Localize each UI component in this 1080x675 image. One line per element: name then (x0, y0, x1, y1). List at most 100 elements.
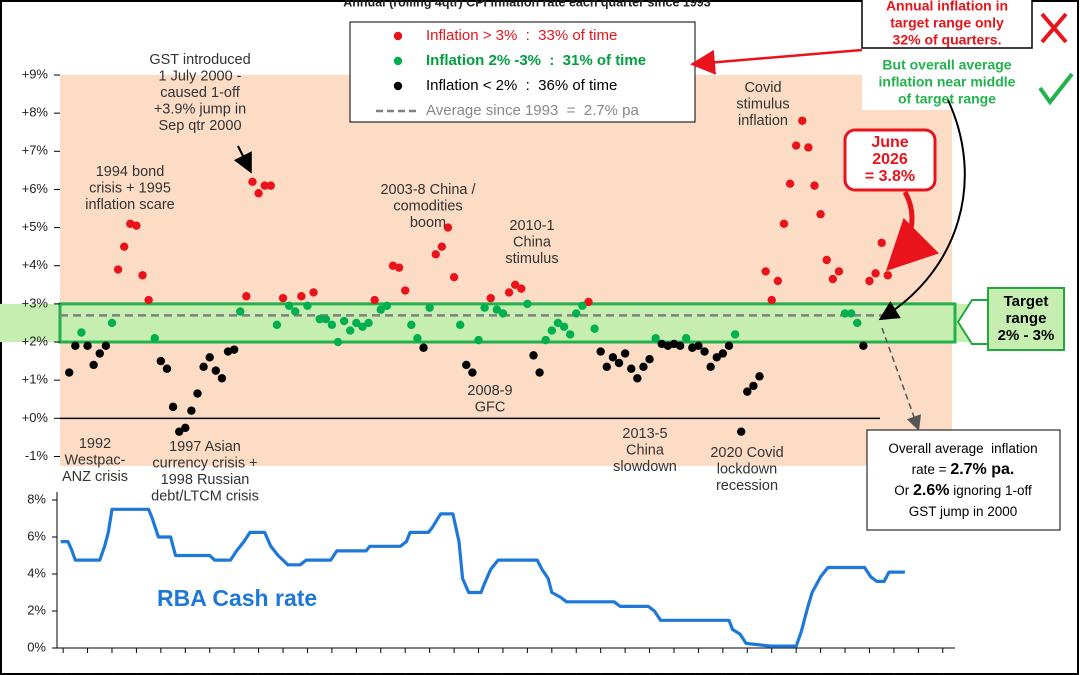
data-point (150, 334, 159, 343)
data-point (706, 362, 715, 372)
data-point (346, 326, 355, 335)
data-point (431, 250, 440, 259)
data-point (413, 334, 422, 343)
overall-note: rate = 2.7% pa. (912, 461, 1015, 478)
y-tick-label: +7% (22, 143, 49, 158)
backgrounds (0, 75, 1000, 466)
callout-text: of target range (898, 91, 996, 107)
overall-note: GST jump in 2000 (909, 504, 1018, 519)
annotation: China (626, 442, 665, 458)
data-point (541, 335, 550, 345)
data-point (168, 402, 178, 412)
legend-marker (393, 31, 403, 41)
data-point (407, 320, 416, 330)
data-point (828, 274, 838, 284)
data-point (462, 360, 471, 370)
data-point (883, 271, 893, 280)
data-point (675, 341, 685, 351)
annotation: Sep qtr 2000 (158, 118, 241, 134)
data-point (584, 297, 593, 307)
overall-box (866, 429, 1061, 531)
data-point (834, 267, 844, 276)
data-point (156, 356, 166, 366)
line-series (60, 507, 905, 648)
overall-note: Overall average inflation (888, 441, 1037, 456)
data-point (248, 177, 257, 187)
data-point (773, 276, 783, 286)
callout-text: But overall average (882, 57, 1011, 73)
latest-text: 2026 (872, 151, 908, 168)
data-point (865, 276, 874, 286)
data-point (266, 181, 276, 190)
annotation: currency crisis + (152, 455, 257, 471)
data-point (694, 341, 703, 351)
data-point (260, 181, 269, 190)
annotation: inflation (738, 113, 788, 129)
data-point (419, 343, 428, 352)
data-point (755, 372, 764, 381)
data-point (596, 347, 605, 356)
overall-note-part: Overall average inflation (888, 441, 1037, 456)
annotation: Covid (744, 80, 781, 96)
overall-note: Or 2.6% ignoring 1-off (894, 482, 1032, 499)
data-point (229, 345, 239, 354)
legend-label: Inflation > 3% : 33% of time (426, 27, 617, 44)
y-tick-label: +9% (22, 66, 49, 81)
legend-marker (393, 81, 403, 91)
data-point (382, 301, 392, 310)
data-point (71, 341, 80, 351)
average-arrow (878, 99, 966, 321)
y-tick-label: +6% (22, 181, 49, 196)
data-point (767, 295, 776, 305)
data-point (523, 299, 532, 309)
overall-note-part: 2.7% pa. (950, 461, 1014, 478)
data-point (730, 330, 740, 339)
data-point (321, 314, 330, 324)
data-point (333, 337, 343, 347)
target-arrow (956, 299, 989, 345)
data-point (291, 307, 300, 316)
data-point (205, 353, 214, 362)
data-point (443, 223, 453, 232)
data-point (181, 423, 190, 433)
y-tick-label: 6% (27, 528, 46, 543)
data-point (871, 269, 880, 278)
data-point (144, 295, 153, 305)
data-point (846, 309, 856, 318)
annotation: 2008-9 (467, 383, 512, 399)
data-point (736, 427, 746, 436)
data-point (449, 272, 459, 282)
cross-icon (1040, 12, 1068, 44)
overall-note-part: 2.6% (913, 482, 949, 499)
annotation: 2020 Covid (710, 445, 783, 461)
y-tick-label: 8% (27, 491, 46, 506)
data-point (559, 322, 569, 331)
annotation: recession (716, 478, 778, 494)
data-point (272, 320, 282, 330)
annotation: 2013-5 (622, 426, 667, 442)
y-tick-label: +0% (22, 410, 49, 425)
data-point (761, 267, 770, 276)
annotation: boom (410, 215, 446, 231)
data-point (620, 349, 630, 358)
annotation: ANZ crisis (62, 469, 128, 485)
plot: Annual (rolling 4qtr) CPI inflation rate… (22, 0, 1065, 675)
data-point (480, 303, 489, 312)
data-point (700, 347, 709, 356)
data-point (578, 301, 587, 310)
data-point (486, 293, 495, 303)
data-point (107, 318, 117, 328)
data-point (749, 381, 758, 391)
legend-label: Average since 1993 = 2.7% pa (426, 102, 639, 119)
latest-box (843, 128, 937, 192)
data-point (199, 362, 208, 372)
data-point (822, 255, 831, 265)
y-tick-label: 4% (27, 565, 46, 580)
data-point (138, 271, 147, 280)
overall-note-part: rate = (912, 462, 951, 477)
data-point (504, 288, 514, 297)
data-point (553, 318, 563, 328)
data-point (65, 368, 74, 377)
annotation: 2003-8 China / (380, 182, 476, 198)
